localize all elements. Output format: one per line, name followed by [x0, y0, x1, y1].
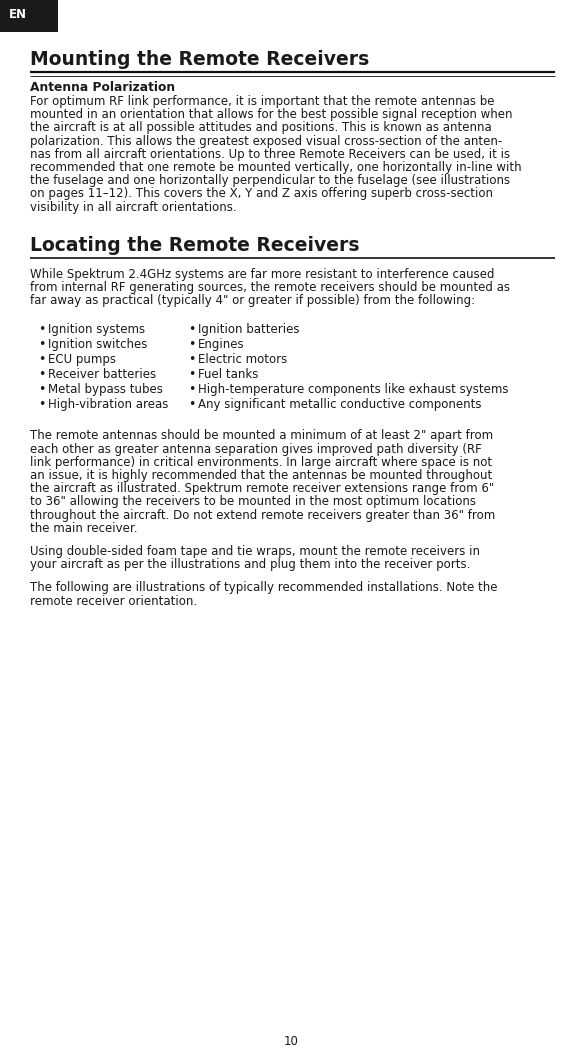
Text: Locating the Remote Receivers: Locating the Remote Receivers	[30, 236, 360, 255]
Bar	[0, 0, 58, 32]
Text: High-temperature components like exhaust systems: High-temperature components like exhaust…	[198, 383, 509, 397]
Text: nas from all aircraft orientations. Up to three Remote Receivers can be used, it: nas from all aircraft orientations. Up t…	[30, 148, 510, 161]
Text: Antenna Polarization: Antenna Polarization	[30, 81, 175, 94]
Text: the main receiver.: the main receiver.	[30, 522, 137, 534]
Text: ECU pumps: ECU pumps	[48, 354, 116, 366]
Text: Fuel tanks: Fuel tanks	[198, 369, 258, 381]
Text: •: •	[188, 398, 196, 412]
Text: on pages 11–12). This covers the X, Y and Z axis offering superb cross-section: on pages 11–12). This covers the X, Y an…	[30, 187, 493, 201]
Text: to 36" allowing the receivers to be mounted in the most optimum locations: to 36" allowing the receivers to be moun…	[30, 496, 476, 508]
Text: link performance) in critical environments. In large aircraft where space is not: link performance) in critical environmen…	[30, 456, 492, 468]
Text: the aircraft as illustrated. Spektrum remote receiver extensions range from 6": the aircraft as illustrated. Spektrum re…	[30, 482, 494, 496]
Text: your aircraft as per the illustrations and plug them into the receiver ports.: your aircraft as per the illustrations a…	[30, 559, 470, 571]
Text: the aircraft is at all possible attitudes and positions. This is known as antenn: the aircraft is at all possible attitude…	[30, 122, 492, 134]
Text: each other as greater antenna separation gives improved path diversity (RF: each other as greater antenna separation…	[30, 443, 482, 456]
Text: The following are illustrations of typically recommended installations. Note the: The following are illustrations of typic…	[30, 582, 498, 594]
Text: •: •	[188, 383, 196, 397]
Text: Engines: Engines	[198, 338, 244, 352]
Text: visibility in all aircraft orientations.: visibility in all aircraft orientations.	[30, 201, 237, 213]
Text: High-vibration areas: High-vibration areas	[48, 398, 168, 412]
Text: Ignition systems: Ignition systems	[48, 323, 145, 336]
Text: •: •	[188, 323, 196, 336]
Text: EN: EN	[9, 8, 27, 21]
Text: far away as practical (typically 4" or greater if possible) from the following:: far away as practical (typically 4" or g…	[30, 294, 475, 308]
Text: •: •	[38, 323, 45, 336]
Text: The remote antennas should be mounted a minimum of at least 2" apart from: The remote antennas should be mounted a …	[30, 429, 493, 442]
Text: Receiver batteries: Receiver batteries	[48, 369, 156, 381]
Text: •: •	[38, 398, 45, 412]
Text: Using double-sided foam tape and tie wraps, mount the remote receivers in: Using double-sided foam tape and tie wra…	[30, 545, 480, 558]
Text: •: •	[188, 338, 196, 352]
Text: Ignition batteries: Ignition batteries	[198, 323, 300, 336]
Text: throughout the aircraft. Do not extend remote receivers greater than 36" from: throughout the aircraft. Do not extend r…	[30, 508, 495, 522]
Text: For optimum RF link performance, it is important that the remote antennas be: For optimum RF link performance, it is i…	[30, 94, 495, 108]
Text: mounted in an orientation that allows for the best possible signal reception whe: mounted in an orientation that allows fo…	[30, 108, 513, 121]
Text: Ignition switches: Ignition switches	[48, 338, 147, 352]
Text: •: •	[38, 338, 45, 352]
Text: recommended that one remote be mounted vertically, one horizontally in-line with: recommended that one remote be mounted v…	[30, 161, 521, 174]
Text: While Spektrum 2.4GHz systems are far more resistant to interference caused: While Spektrum 2.4GHz systems are far mo…	[30, 268, 495, 280]
Text: •: •	[38, 354, 45, 366]
Text: Any significant metallic conductive components: Any significant metallic conductive comp…	[198, 398, 481, 412]
Text: •: •	[38, 383, 45, 397]
Text: Mounting the Remote Receivers: Mounting the Remote Receivers	[30, 50, 369, 69]
Text: •: •	[188, 369, 196, 381]
Text: 10: 10	[283, 1035, 299, 1048]
Text: remote receiver orientation.: remote receiver orientation.	[30, 594, 197, 608]
Text: Electric motors: Electric motors	[198, 354, 288, 366]
Text: polarization. This allows the greatest exposed visual cross-section of the anten: polarization. This allows the greatest e…	[30, 134, 502, 148]
Text: the fuselage and one horizontally perpendicular to the fuselage (see illustratio: the fuselage and one horizontally perpen…	[30, 174, 510, 187]
Text: •: •	[38, 369, 45, 381]
Text: •: •	[188, 354, 196, 366]
Text: from internal RF generating sources, the remote receivers should be mounted as: from internal RF generating sources, the…	[30, 281, 510, 294]
Text: Metal bypass tubes: Metal bypass tubes	[48, 383, 163, 397]
Text: an issue, it is highly recommended that the antennas be mounted throughout: an issue, it is highly recommended that …	[30, 469, 492, 482]
